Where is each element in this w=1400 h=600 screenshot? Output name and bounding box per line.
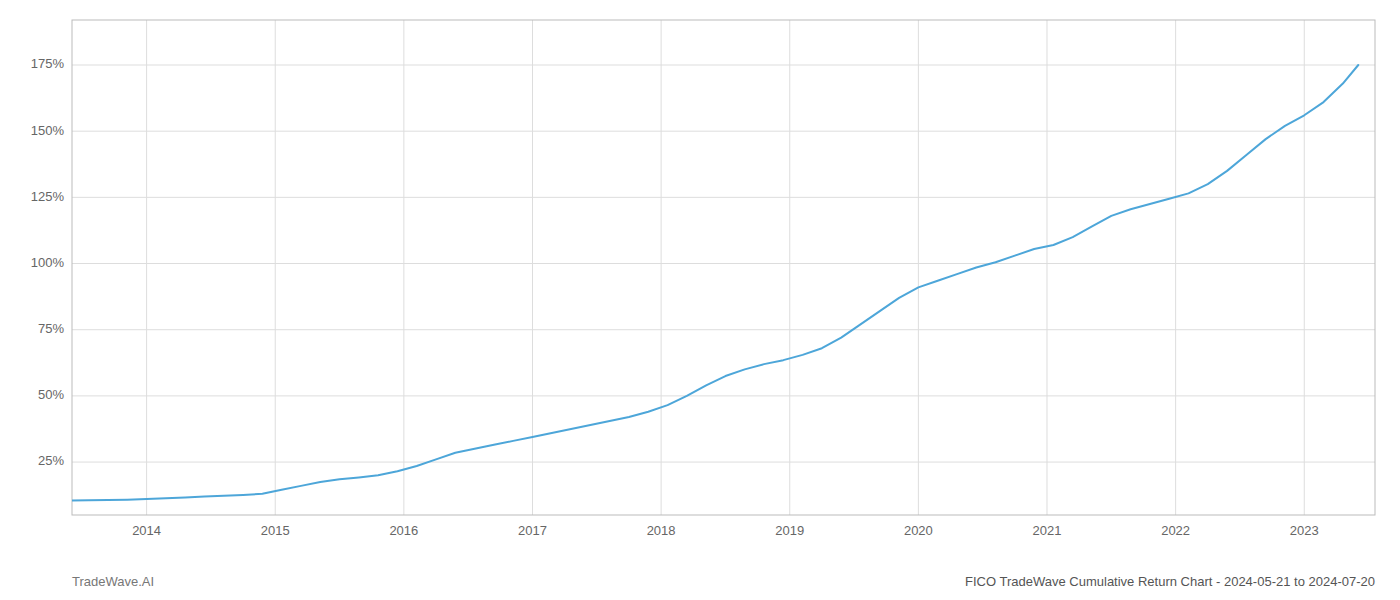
x-tick-label: 2014 (132, 523, 161, 538)
chart: 25% 50% 75% 100% 125% 150% 175% 2014 2015 2016 201… (0, 0, 1400, 600)
watermark: TradeWave.AI (72, 574, 154, 589)
x-grid-line (789, 20, 790, 515)
x-tick-label: 2021 (1033, 523, 1062, 538)
x-grid-line (146, 20, 147, 515)
x-grid-line (1304, 20, 1305, 515)
title: FICO TradeWave Cumulative Return Chart -… (965, 574, 1375, 589)
x-grid-line (661, 20, 662, 515)
x-tick-label: 2016 (389, 523, 418, 538)
x-tick-label: 2022 (1161, 523, 1190, 538)
x-tick-label: 2015 (261, 523, 290, 538)
x-grid-line (1046, 20, 1047, 515)
y-tick-label: 125% (31, 189, 65, 204)
x-tick-label: 2018 (647, 523, 676, 538)
y-grid-line (72, 329, 1375, 330)
y-tick-label: 100% (31, 255, 65, 270)
x-tick-label: 2023 (1290, 523, 1319, 538)
grid (72, 20, 1375, 515)
data-layer (72, 65, 1358, 500)
x-tick-label: 2017 (518, 523, 547, 538)
y-grid-line (72, 462, 1375, 463)
axes: 25% 50% 75% 100% 125% 150% 175% 2014 2015 2016 201… (31, 20, 1375, 538)
y-tick-label: 50% (38, 387, 64, 402)
y-tick-label: 150% (31, 123, 65, 138)
y-grid-line (72, 131, 1375, 132)
x-grid-line (532, 20, 533, 515)
x-tick-label: 2019 (775, 523, 804, 538)
y-grid-line (72, 65, 1375, 66)
y-tick-label: 75% (38, 321, 64, 336)
plot-frame (72, 20, 1375, 515)
x-grid-line (918, 20, 919, 515)
x-grid-line (275, 20, 276, 515)
line (72, 65, 1358, 500)
y-tick-label: 25% (38, 453, 64, 468)
x-grid-line (1175, 20, 1176, 515)
x-grid-line (403, 20, 404, 515)
texts: TradeWave.AI FICO TradeWave Cumulative Re… (72, 574, 1375, 589)
y-grid-line (72, 395, 1375, 396)
y-tick-label: 175% (31, 56, 65, 71)
y-grid-line (72, 263, 1375, 264)
y-grid-line (72, 197, 1375, 198)
x-tick-label: 2020 (904, 523, 933, 538)
